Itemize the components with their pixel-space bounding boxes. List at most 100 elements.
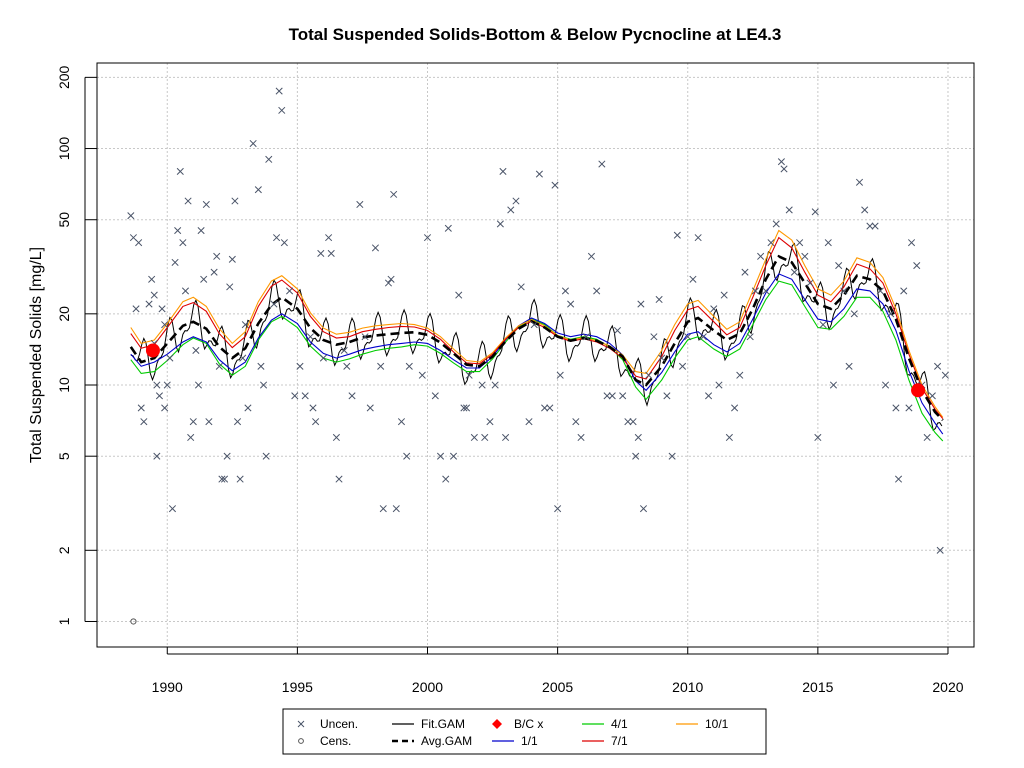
uncensored-point-stroke xyxy=(790,268,798,276)
uncensored-point-stroke xyxy=(801,252,809,260)
uncensored-point xyxy=(145,300,153,308)
uncensored-point xyxy=(244,404,252,412)
legend-item-10-1: 10/1 xyxy=(676,717,729,731)
uncensored-point-stroke xyxy=(866,222,874,230)
uncensored-point-stroke xyxy=(309,404,317,412)
uncensored-point xyxy=(405,362,413,370)
uncensored-point-stroke xyxy=(179,239,187,247)
uncensored-point-stroke xyxy=(725,433,733,442)
legend-diamond-marker xyxy=(492,719,502,729)
uncensored-point-stroke xyxy=(850,310,858,318)
x-tick-label: 2005 xyxy=(542,679,573,695)
legend-label: Fit.GAM xyxy=(421,717,465,731)
uncensored-point-stroke xyxy=(335,475,343,483)
uncensored-point xyxy=(567,300,575,308)
uncensored-point-stroke xyxy=(673,231,681,239)
uncensored-point xyxy=(746,333,754,341)
series-line-1-1 xyxy=(130,273,944,435)
uncensored-point-stroke xyxy=(259,381,268,389)
uncensored-point-stroke xyxy=(200,275,208,283)
uncensored-point xyxy=(941,371,949,379)
uncensored-point-stroke xyxy=(158,305,166,313)
uncensored-point-stroke xyxy=(405,362,413,370)
uncensored-point xyxy=(668,452,676,460)
uncensored-point xyxy=(928,392,936,400)
uncensored-point-stroke xyxy=(634,433,642,442)
uncensored-point-stroke xyxy=(418,371,426,379)
uncensored-point-stroke xyxy=(148,275,156,283)
uncensored-point-stroke xyxy=(184,197,192,205)
uncensored-point xyxy=(236,475,244,483)
legend: Uncen. Cens. Fit.GAM Avg.GAM B/C x 1/1 4/1 7/1 1… xyxy=(282,708,767,755)
uncensored-point xyxy=(189,418,197,426)
uncensored-point xyxy=(340,346,348,355)
legend-label: 10/1 xyxy=(705,717,729,731)
uncensored-point xyxy=(650,333,658,341)
uncensored-point xyxy=(936,546,944,554)
uncensored-point xyxy=(655,295,663,304)
uncensored-point xyxy=(273,234,281,242)
uncensored-point xyxy=(455,291,463,299)
uncensored-point-stroke xyxy=(637,300,645,308)
legend-item-avg-gam: Avg.GAM xyxy=(392,734,472,748)
legend-item-1-1: 1/1 xyxy=(492,734,538,748)
uncensored-point-stroke xyxy=(541,404,549,412)
uncensored-point xyxy=(913,262,921,270)
uncensored-point xyxy=(187,433,195,442)
uncensored-point xyxy=(174,226,182,235)
uncensored-point-stroke xyxy=(205,418,213,426)
uncensored-point-stroke xyxy=(163,381,171,389)
uncensored-point xyxy=(645,371,653,379)
uncensored-point-stroke xyxy=(455,291,463,299)
uncensored-point-stroke xyxy=(785,206,793,214)
uncensored-point xyxy=(478,381,486,389)
uncensored-point xyxy=(512,197,520,205)
uncensored-point xyxy=(150,291,158,299)
uncensored-point-stroke xyxy=(145,300,153,308)
uncensored-point-stroke xyxy=(390,190,398,198)
uncensored-point-stroke xyxy=(257,362,265,370)
uncensored-point-stroke xyxy=(327,249,335,258)
uncensored-point-stroke xyxy=(213,252,221,260)
uncensored-point xyxy=(757,252,765,260)
uncensored-point xyxy=(637,300,645,308)
uncensored-point-stroke xyxy=(436,452,445,460)
uncensored-point xyxy=(499,167,507,176)
uncensored-point xyxy=(218,475,226,483)
uncensored-point xyxy=(881,381,890,389)
uncensored-point xyxy=(710,305,718,313)
uncensored-point-stroke xyxy=(215,362,223,370)
uncensored-point-stroke xyxy=(306,333,314,341)
uncensored-point-stroke xyxy=(632,452,640,460)
uncensored-point xyxy=(491,381,499,389)
uncensored-point-stroke xyxy=(892,404,900,412)
uncensored-point-stroke xyxy=(332,433,340,442)
uncensored-point-stroke xyxy=(291,392,299,400)
uncensored-point xyxy=(192,346,200,355)
uncensored-point xyxy=(741,268,749,276)
uncensored-point xyxy=(502,433,510,442)
uncensored-point-stroke xyxy=(249,139,257,148)
uncensored-point-stroke xyxy=(244,404,252,412)
uncensored-point xyxy=(835,262,843,270)
uncensored-point-stroke xyxy=(161,321,169,329)
uncensored-point-stroke xyxy=(286,287,294,295)
uncensored-point xyxy=(392,505,400,513)
uncensored-point xyxy=(265,155,273,163)
uncensored-point xyxy=(223,452,231,460)
uncensored-point xyxy=(777,158,785,166)
uncensored-point-stroke xyxy=(796,239,804,247)
uncensored-point-stroke xyxy=(720,291,728,299)
uncensored-point-stroke xyxy=(894,475,903,483)
uncensored-point-stroke xyxy=(465,371,473,379)
uncensored-point-stroke xyxy=(171,258,179,266)
uncensored-point xyxy=(213,252,221,260)
uncensored-point xyxy=(790,268,798,276)
uncensored-point xyxy=(705,392,713,400)
uncensored-point xyxy=(699,333,707,341)
uncensored-point-stroke xyxy=(460,404,468,412)
uncensored-point-stroke xyxy=(567,300,575,308)
uncensored-point xyxy=(907,239,916,247)
uncensored-point-stroke xyxy=(356,200,364,209)
